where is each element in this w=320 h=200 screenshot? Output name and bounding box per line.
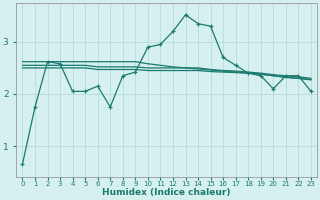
X-axis label: Humidex (Indice chaleur): Humidex (Indice chaleur): [102, 188, 231, 197]
